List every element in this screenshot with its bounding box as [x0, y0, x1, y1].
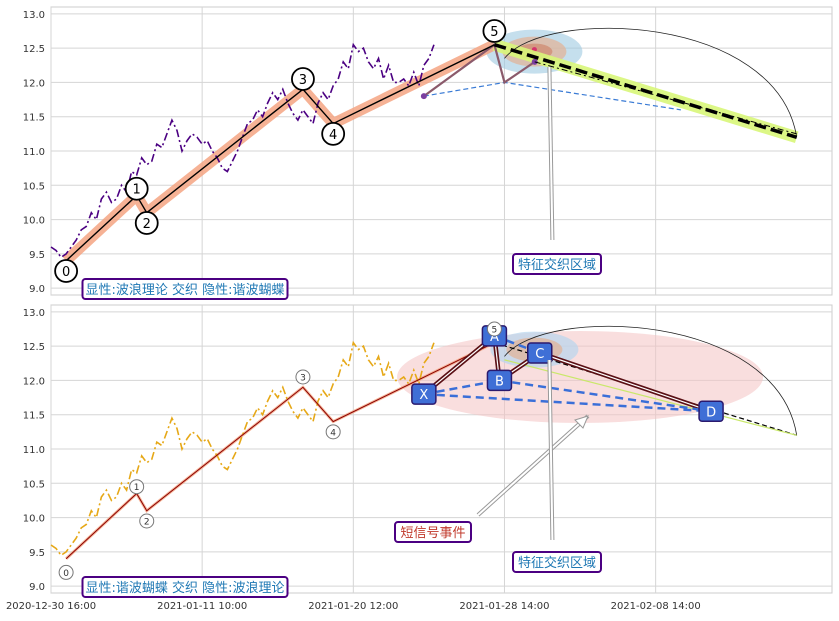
panel2-signal-label: 短信号事件 — [400, 526, 465, 541]
panel2-wave-label-circle — [486, 321, 502, 337]
panel1-ytick-label: 9.5 — [29, 250, 45, 261]
panel1-price-line — [50, 42, 435, 259]
panel2-ytick-label: 12.5 — [23, 342, 45, 353]
panel1-feature-arrow — [548, 66, 554, 241]
panel1-wave-label-circle — [124, 176, 149, 201]
panel1-ytick-label: 11.5 — [23, 113, 45, 124]
panel2-xtick-label: 2020-12-30 16:00 — [6, 601, 96, 612]
panel1-ytick-label: 12.0 — [23, 78, 45, 89]
panel2-xtick-label: 2021-02-08 14:00 — [611, 601, 701, 612]
panel1-harmonic-legs — [423, 42, 536, 98]
panel1-wave-label: 0 — [62, 265, 70, 280]
panel2-caption-box — [81, 576, 289, 598]
panel2-ytick-label: 11.0 — [23, 445, 45, 456]
panel2-wave-label-circle — [58, 564, 74, 580]
panel2-signal-label-box — [394, 521, 472, 543]
panel2-ytick-label: 10.0 — [23, 514, 45, 525]
panel2-harmonic-point-label: X — [419, 388, 428, 403]
panel1-feature-label-box — [512, 253, 602, 275]
panel2-caption: 显性:谐波蝴蝶 交织 隐性:波浪理论 — [85, 580, 284, 596]
panel2-harmonic-point — [527, 342, 553, 364]
panel2-ytick-label: 13.0 — [23, 308, 45, 319]
panel2-xtick-label: 2021-01-11 10:00 — [157, 601, 247, 612]
panel2-harmonic-point — [698, 400, 724, 423]
panel2-xd-line — [423, 392, 712, 413]
panel2-wave-line — [65, 342, 495, 560]
panel2-signal-arrow — [477, 415, 589, 516]
panel1-caption: 显性:波浪理论 交织 隐性:谐波蝴蝶 — [85, 282, 284, 298]
panel2-harmonic-point — [411, 383, 437, 405]
panel1-projection-thin — [534, 61, 797, 135]
panel1-ytick-label: 10.0 — [23, 216, 45, 227]
panel2-harmonic-point-label: C — [535, 347, 544, 362]
panel1-wave-label-circle — [54, 259, 79, 283]
panel2-ytick-label: 9.5 — [29, 548, 45, 559]
panel2-ytick-label: 9.0 — [29, 582, 45, 593]
panel1-wave-label: 4 — [329, 128, 337, 143]
panel2-feature-arrow — [548, 359, 554, 541]
panel1-ytick-label: 11.0 — [23, 147, 45, 158]
panel2-wave-label: 1 — [134, 483, 140, 493]
panel2-ytick-label: 11.5 — [23, 411, 45, 422]
panel2-ytick-label: 10.5 — [23, 479, 45, 490]
panel1-wave-label-circle — [321, 121, 346, 146]
panel2-harmonic-point-label: D — [706, 405, 716, 420]
panel2-harmonic-point — [486, 369, 513, 392]
panel2-wave-label: 4 — [330, 428, 336, 438]
panel2-xtick-label: 2021-01-20 12:00 — [308, 601, 398, 612]
panel1-ytick-label: 12.5 — [23, 44, 45, 55]
panel1-wave-label: 2 — [143, 217, 151, 232]
panel1-wave-line — [65, 44, 495, 262]
panel1-harmonic-dot — [420, 93, 427, 100]
panel2-wave-label: 2 — [144, 518, 150, 528]
panel2-wave-label: 3 — [300, 374, 306, 384]
panel2-harmonic-point-label: A — [490, 330, 499, 345]
panel2-harmonic-point-label: B — [495, 374, 504, 389]
panel1-wave-label-circle — [291, 67, 315, 91]
panel1-ytick-label: 13.0 — [23, 10, 45, 21]
panel2-wave-label-circle — [129, 479, 145, 495]
panel2-bd-line — [499, 379, 712, 413]
panel1-wave-label: 3 — [299, 73, 307, 88]
panel1-projection-line — [493, 43, 798, 139]
panel1-ytick-label: 10.5 — [23, 181, 45, 192]
panel1: 9.0 9.5 10.0 10.5 11.0 11.5 12.0 12.5 13.0 0 1 2 3 4 5… — [23, 6, 833, 300]
panel2-wave-label-circle — [325, 424, 341, 440]
panel2-ytick-label: 12.0 — [23, 376, 45, 387]
panel2-wave-label: 0 — [63, 569, 69, 579]
panel1-caption-box — [81, 278, 289, 300]
panel2-wave-label-circle — [295, 369, 311, 385]
panel2-arc — [504, 325, 798, 436]
panel2-signal-arrowhead — [574, 415, 589, 429]
panel1-wave-label: 1 — [133, 183, 141, 198]
panel2-feature-label-box — [512, 551, 602, 573]
panel2-price-line — [50, 340, 435, 557]
panel2-xtick-label: 2021-01-28 14:00 — [459, 601, 549, 612]
panel1-wave-label: 5 — [490, 25, 498, 40]
panel2-wave-label: 5 — [492, 326, 498, 336]
panel2: 9.0 9.5 10.0 10.5 11.0 11.5 12.0 12.5 13.0 X A B C D 0… — [6, 304, 833, 612]
panel2-feature-label: 特征交织区域 — [518, 555, 596, 571]
panel1-ytick-label: 9.0 — [29, 284, 45, 295]
panel2-projection-thin — [504, 359, 797, 436]
panel2-wave-label-circle — [139, 513, 155, 529]
panel1-wave-label-circle — [482, 19, 507, 43]
panel1-arc — [504, 27, 798, 138]
panel1-feature-label: 特征交织区域 — [518, 257, 596, 273]
panel1-wave-label-circle — [134, 211, 159, 235]
